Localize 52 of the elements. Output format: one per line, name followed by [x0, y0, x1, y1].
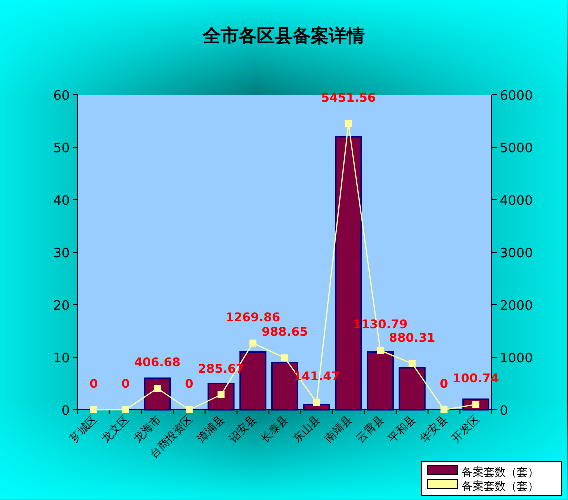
y-tick-label: 60: [53, 89, 70, 104]
x-tick-label: 诏安县: [226, 412, 260, 446]
x-tick-label: 南靖县: [322, 412, 355, 446]
y2-tick-label: 5000: [500, 142, 534, 156]
data-label: 1269.86: [226, 310, 280, 324]
y2-tick-label: 6000: [500, 89, 534, 104]
y2-tick-label: 3000: [500, 246, 534, 262]
y-tick-label: 20: [53, 299, 70, 314]
x-tick-label: 芗城区: [68, 412, 100, 446]
y-tick-label: 0: [62, 404, 70, 419]
data-label: 988.65: [262, 325, 308, 340]
x-tick-label: 漳浦县: [194, 412, 228, 446]
x-tick-label: 平和县: [386, 412, 419, 446]
data-label: 5451.56: [321, 90, 376, 105]
x-tick-label: 开发区: [450, 412, 482, 446]
point: [186, 406, 193, 414]
legend-label: 备案套数（套）: [462, 480, 539, 493]
y-tick-label: 40: [53, 194, 70, 209]
y-tick-label: 10: [53, 352, 70, 366]
x-tick-label: 东山县: [290, 412, 323, 446]
point: [154, 385, 162, 392]
bar: [144, 378, 172, 411]
point: [282, 354, 288, 362]
point: [440, 406, 448, 414]
data-label: 0: [90, 377, 98, 391]
x-tick-label: 云霄县: [354, 412, 387, 446]
point: [377, 347, 384, 354]
y2-tick-label: 1000: [500, 352, 534, 366]
point: [90, 406, 98, 414]
point: [313, 399, 320, 406]
x-tick-label: 长泰县: [258, 412, 292, 446]
data-label: 0: [185, 377, 194, 391]
y-tick-label: 30: [53, 246, 70, 262]
y2-tick-label: 2000: [500, 299, 534, 314]
bar: [367, 352, 394, 411]
x-tick-label: 华安县: [418, 412, 450, 446]
x-tick-label: 龙文区: [99, 412, 132, 446]
point: [250, 340, 257, 347]
bar: [303, 404, 330, 411]
point: [122, 406, 130, 414]
y2-tick-label: 0: [500, 404, 508, 419]
data-label: 0: [440, 377, 448, 391]
legend-label: 备案套数（套）: [462, 466, 539, 479]
point: [345, 120, 352, 128]
bar: [398, 367, 426, 411]
chart-title: 全市各区县备案详情: [202, 26, 365, 47]
data-label: 0: [122, 377, 130, 391]
data-label: 406.68: [134, 356, 181, 370]
point: [408, 360, 416, 368]
y2-tick-label: 4000: [500, 194, 534, 209]
data-label: 880.31: [389, 330, 436, 345]
y-tick-label: 50: [53, 142, 70, 156]
